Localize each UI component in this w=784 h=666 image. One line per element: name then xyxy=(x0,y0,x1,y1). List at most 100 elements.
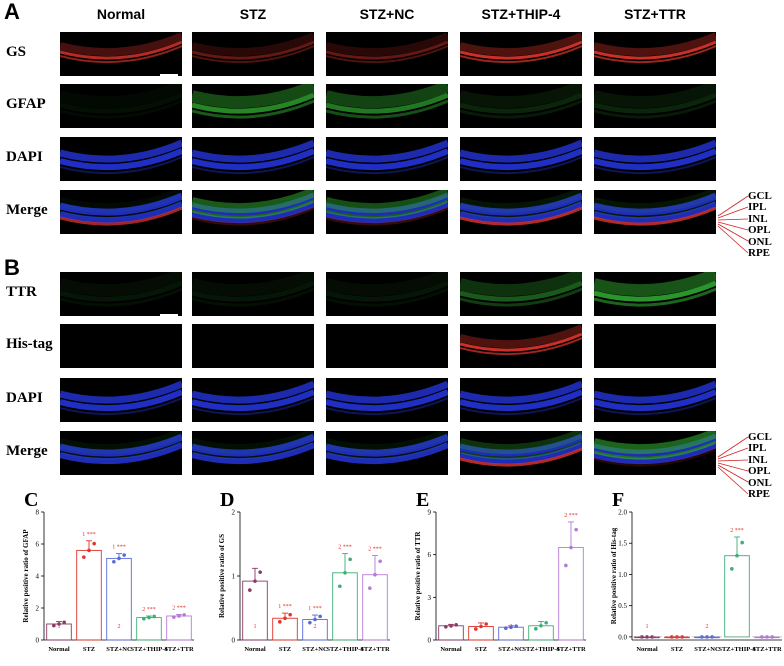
column-header-4: STZ+TTR xyxy=(624,6,686,22)
significance-label: 2 *** xyxy=(142,607,156,613)
data-point xyxy=(283,616,287,621)
data-point xyxy=(62,620,66,625)
x-tick-label: Normal xyxy=(636,646,657,653)
data-point xyxy=(509,625,513,629)
bar-3 xyxy=(136,617,162,641)
x-tick-label: STZ+TTR xyxy=(360,646,390,653)
y-tick-label: 0 xyxy=(428,637,432,645)
gridB-image-r3-c1 xyxy=(192,431,314,475)
layer-label-rpe: RPE xyxy=(748,488,770,501)
column-header-1: STZ xyxy=(239,6,267,22)
bar-3 xyxy=(332,572,358,641)
layer-label-onl: ONL xyxy=(748,235,772,248)
data-point xyxy=(539,623,543,628)
group-number: 2 xyxy=(314,624,317,630)
y-tick-label: 9 xyxy=(428,509,432,517)
group-number: 2 xyxy=(510,624,513,630)
y-tick-label: 0 xyxy=(232,637,236,645)
data-point xyxy=(253,579,257,583)
data-point xyxy=(574,527,578,532)
chart-letter: E xyxy=(416,490,429,511)
gridA-image-r2-c0 xyxy=(60,137,182,181)
data-point xyxy=(378,559,382,564)
significance-label: 2 *** xyxy=(338,545,352,551)
y-tick-label: 2 xyxy=(36,605,40,613)
y-tick-label: 0 xyxy=(36,637,40,645)
chart-letter: D xyxy=(220,490,234,511)
y-tick-label: 0.5 xyxy=(618,602,627,610)
gridA-image-r0-c2 xyxy=(326,32,448,76)
gridB-row-label-3: Merge xyxy=(6,443,48,459)
gridA-image-r1-c4 xyxy=(594,84,716,128)
data-point xyxy=(57,622,61,626)
data-point xyxy=(308,620,312,625)
gridA-image-r2-c2 xyxy=(326,137,448,181)
x-tick-label: STZ+THIP-4 xyxy=(522,646,560,653)
y-tick-label: 2.0 xyxy=(618,509,627,517)
data-point xyxy=(705,635,709,639)
x-tick-label: STZ xyxy=(475,646,487,653)
data-point xyxy=(182,613,186,617)
y-axis-label: Relative positive ratio of TTR xyxy=(414,531,422,621)
x-tick-label: STZ+NC xyxy=(106,646,132,653)
gridA-image-r2-c1 xyxy=(192,137,314,181)
x-tick-label: Normal xyxy=(244,646,265,653)
data-point xyxy=(147,615,151,620)
gridB-row-label-1: His-tag xyxy=(6,336,53,352)
significance-label: 2 *** xyxy=(564,513,578,519)
data-point xyxy=(318,614,322,619)
gridB-image-r3-c0 xyxy=(60,431,182,475)
group-number: 2 xyxy=(706,624,709,630)
data-point xyxy=(444,624,448,629)
gridB-image-r0-c0 xyxy=(60,272,182,316)
data-point xyxy=(564,563,568,568)
panel-a-letter: A xyxy=(4,0,20,24)
layer-label-ipl: IPL xyxy=(748,442,767,455)
layer-label-gcl: GCL xyxy=(748,190,772,202)
layer-label-inl: INL xyxy=(748,212,768,225)
data-point xyxy=(313,617,317,622)
column-header-3: STZ+THIP-4 xyxy=(481,6,561,22)
y-axis-label: Relative positive ratio of GFAP xyxy=(22,529,30,623)
bar-1 xyxy=(272,617,298,641)
data-point xyxy=(142,616,146,621)
gridA-image-r1-c1 xyxy=(192,84,314,128)
data-point xyxy=(172,615,176,619)
gridA-image-r3-c0 xyxy=(60,190,182,234)
y-tick-label: 6 xyxy=(36,541,40,549)
group-number: 1 xyxy=(646,624,649,630)
chart-letter: F xyxy=(612,490,624,511)
gridA-image-r1-c2 xyxy=(326,84,448,128)
x-tick-label: STZ+THIP-4 xyxy=(130,646,168,653)
gridA-image-r2-c3 xyxy=(460,137,582,181)
x-tick-label: Normal xyxy=(440,646,461,653)
bar-1 xyxy=(468,626,494,641)
y-tick-label: 2 xyxy=(232,509,236,517)
gridA-image-r3-c1 xyxy=(192,190,314,234)
gridB-image-r3-c3 xyxy=(460,431,582,475)
gridA-row-label-1: GFAP xyxy=(6,96,46,112)
data-point xyxy=(479,624,483,629)
significance-label: 1 *** xyxy=(308,606,322,612)
chart-c: C 0 2 4 6 8 Relative positive ratio of GFAP 1 No… xyxy=(22,490,194,653)
layer-label-onl: ONL xyxy=(748,476,772,489)
gridB-row-label-0: TTR xyxy=(6,284,37,300)
data-point xyxy=(544,620,548,625)
bar-4 xyxy=(558,547,584,641)
significance-label: 2 *** xyxy=(730,528,744,534)
chart-e: E 0 3 6 9 Relative positive ratio of TTR 1 Norm… xyxy=(414,490,586,653)
layer-label-opl: OPL xyxy=(748,465,771,478)
data-point xyxy=(740,540,744,545)
data-point xyxy=(645,635,649,639)
data-point xyxy=(92,541,96,546)
gridB-image-r2-c0 xyxy=(60,378,182,422)
data-point xyxy=(348,557,352,562)
gridA-image-r1-c0 xyxy=(60,84,182,128)
bar-3 xyxy=(724,555,750,638)
y-tick-label: 1.0 xyxy=(618,571,627,579)
x-tick-label: STZ+NC xyxy=(694,646,720,653)
gridA-row-label-3: Merge xyxy=(6,202,48,218)
gridB-image-r3-c4 xyxy=(594,431,716,475)
gridA-image-r0-c0 xyxy=(60,32,182,76)
chart-d: D 0 1 2 Relative positive ratio of GS 1 Normal… xyxy=(218,490,390,653)
